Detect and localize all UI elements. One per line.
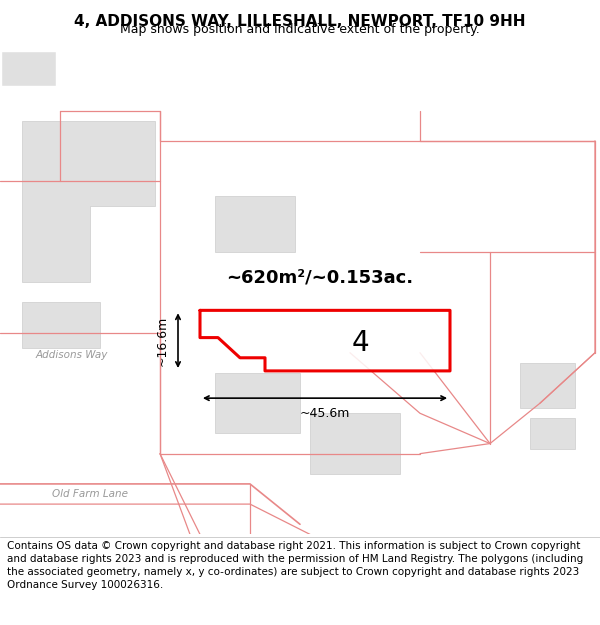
- Text: ~620m²/~0.153ac.: ~620m²/~0.153ac.: [226, 268, 413, 286]
- Text: ~45.6m: ~45.6m: [300, 407, 350, 420]
- Text: 4, ADDISONS WAY, LILLESHALL, NEWPORT, TF10 9HH: 4, ADDISONS WAY, LILLESHALL, NEWPORT, TF…: [74, 14, 526, 29]
- Polygon shape: [22, 121, 155, 282]
- Text: Map shows position and indicative extent of the property.: Map shows position and indicative extent…: [120, 23, 480, 36]
- Polygon shape: [22, 302, 100, 348]
- Polygon shape: [530, 418, 575, 449]
- Polygon shape: [520, 363, 575, 408]
- Text: ~16.6m: ~16.6m: [155, 316, 169, 366]
- Polygon shape: [215, 196, 295, 252]
- Polygon shape: [310, 413, 400, 474]
- Polygon shape: [2, 52, 55, 86]
- Text: Old Farm Lane: Old Farm Lane: [52, 489, 128, 499]
- Polygon shape: [215, 373, 300, 434]
- Text: Addisons Way: Addisons Way: [36, 350, 108, 360]
- Text: Contains OS data © Crown copyright and database right 2021. This information is : Contains OS data © Crown copyright and d…: [7, 541, 583, 591]
- Text: 4: 4: [351, 329, 369, 357]
- Polygon shape: [200, 311, 450, 371]
